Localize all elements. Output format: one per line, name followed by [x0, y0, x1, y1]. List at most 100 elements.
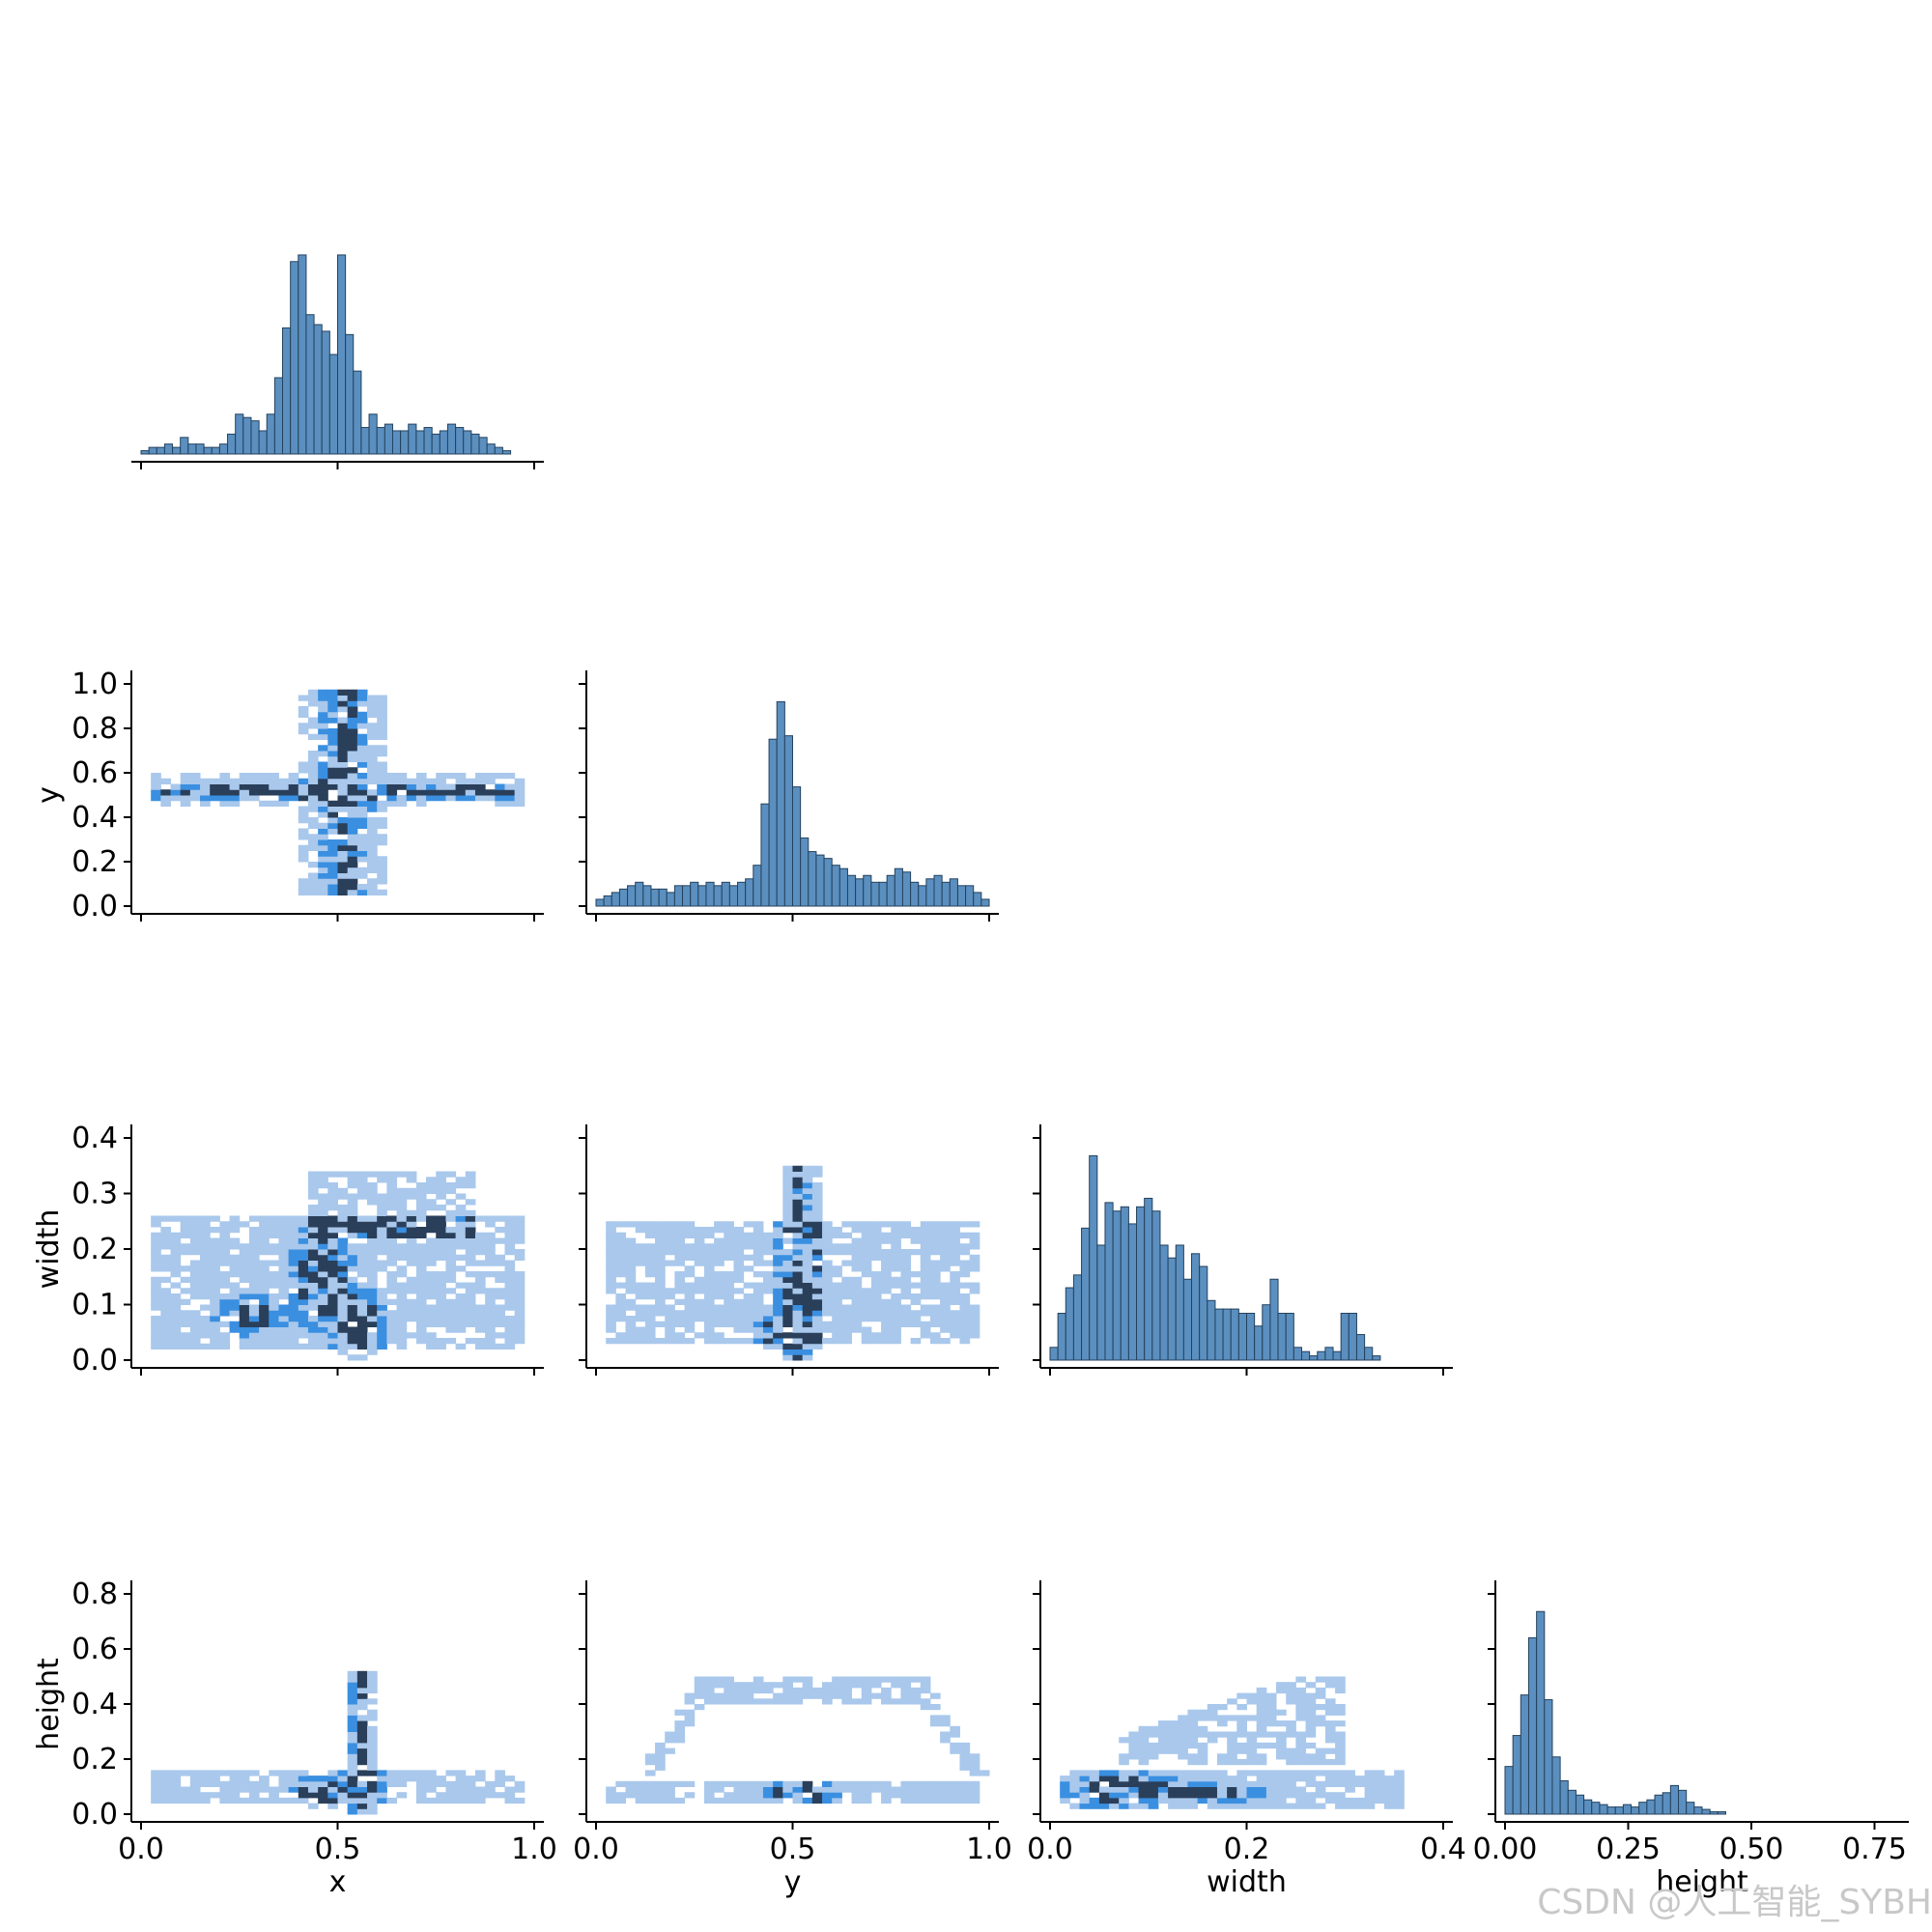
heatmap-cell [900, 1232, 912, 1238]
heatmap-cell [436, 789, 446, 796]
heatmap-cell [436, 1780, 446, 1787]
heatmap-cell [1286, 1747, 1296, 1754]
heatmap-cell [615, 1237, 627, 1244]
heatmap-cell [347, 1182, 358, 1189]
heatmap-cell [367, 1747, 378, 1754]
heatmap-cell [307, 1243, 319, 1250]
heatmap-cell [445, 1199, 457, 1206]
heatmap-cell [1324, 1731, 1336, 1738]
heatmap-cell [1286, 1803, 1296, 1809]
heatmap-cell [386, 1227, 398, 1234]
heatmap-cell [1197, 1731, 1208, 1738]
heatmap-cell [841, 1687, 853, 1694]
heatmap-cell [1394, 1797, 1405, 1804]
heatmap-cell [406, 1770, 417, 1776]
heatmap-cell [910, 1792, 922, 1799]
heatmap-cell [959, 1260, 971, 1266]
heatmap-cell [1374, 1792, 1385, 1799]
heatmap-cell [1335, 1682, 1346, 1689]
heatmap-cell [426, 1276, 437, 1283]
heatmap-cell [396, 1304, 408, 1311]
heatmap-cell [337, 1304, 349, 1311]
heatmap-cell [327, 1288, 338, 1294]
heatmap-cell [1335, 1742, 1346, 1749]
heatmap-cell [773, 1298, 783, 1305]
heatmap-cell [920, 1237, 931, 1244]
heatmap-cell [485, 795, 496, 802]
heatmap-cell [151, 1265, 161, 1272]
heatmap-cell [1276, 1747, 1287, 1754]
heatmap-cell [950, 1260, 960, 1266]
heatmap-cell [1148, 1770, 1159, 1776]
heatmap-cell [180, 1792, 191, 1799]
heatmap-cell [900, 1786, 912, 1793]
heatmap-cell [318, 844, 328, 851]
hist-bar [1717, 1811, 1726, 1815]
heatmap-cell [822, 1271, 833, 1278]
heatmap-cell [733, 1232, 745, 1238]
heatmap-cell [969, 1780, 980, 1787]
heatmap-cell [426, 1797, 437, 1804]
heatmap-cell [644, 1232, 656, 1238]
heatmap-cell [792, 1687, 804, 1694]
heatmap-cell [773, 1243, 783, 1250]
heatmap-cell [851, 1321, 863, 1327]
heatmap-cell [1276, 1682, 1287, 1689]
heatmap-cell [367, 1288, 378, 1294]
hist-bar [1309, 1355, 1319, 1361]
heatmap-cell [959, 1764, 971, 1771]
heatmap-cell [474, 1310, 486, 1317]
heatmap-cell [822, 1687, 833, 1694]
heatmap-cell [298, 767, 309, 774]
heatmap-cell [180, 800, 191, 807]
heatmap-cell [851, 1304, 863, 1311]
heatmap-cell [606, 1321, 616, 1327]
heatmap-cell [455, 1205, 467, 1211]
heatmap-cell [367, 1215, 378, 1222]
heatmap-cell [356, 745, 368, 752]
heatmap-cell [514, 1254, 526, 1261]
heatmap-cell [870, 1676, 882, 1683]
heatmap-cell [1138, 1803, 1150, 1809]
heatmap-cell [377, 1326, 387, 1333]
heatmap-cell [615, 1780, 627, 1787]
heatmap-cell [278, 1304, 290, 1311]
heatmap-cell [1138, 1759, 1150, 1766]
heatmap-cell [1305, 1704, 1317, 1711]
heatmap-cell [959, 1271, 971, 1278]
heatmap-cell [841, 1260, 853, 1266]
heatmap-cell [367, 1310, 378, 1317]
heatmap-cell [377, 817, 387, 824]
heatmap-cell [474, 773, 486, 780]
heatmap-cell [782, 1687, 793, 1694]
heatmap-cell [1157, 1747, 1169, 1754]
heatmap-cell [307, 1227, 319, 1234]
hist-bar [1631, 1806, 1640, 1815]
x-tick-label: 0.50 [1719, 1833, 1784, 1866]
heatmap-cell [337, 761, 349, 768]
heatmap-cell [1207, 1770, 1218, 1776]
heatmap-cell [694, 1332, 705, 1339]
heatmap-cell [891, 1792, 901, 1799]
heatmap-cell [1187, 1786, 1199, 1793]
heatmap-cell [259, 783, 270, 790]
heatmap-cell [160, 1237, 172, 1244]
heatmap-cell [1394, 1803, 1405, 1809]
heatmap-cell [474, 1776, 486, 1782]
heatmap-cell [307, 1187, 319, 1194]
heatmap-cell [377, 1780, 387, 1787]
heatmap-cell [337, 862, 349, 868]
heatmap-cell [485, 1780, 496, 1787]
heatmap-cell [684, 1232, 696, 1238]
heatmap-cell [1197, 1753, 1208, 1760]
heatmap-cell [792, 1316, 804, 1322]
heatmap-cell [160, 1310, 172, 1317]
heatmap-cell [950, 1243, 960, 1250]
heatmap-cell [259, 1221, 270, 1228]
heatmap-cell [841, 1780, 853, 1787]
heatmap-cell [881, 1265, 892, 1272]
heatmap-cell [881, 1271, 892, 1278]
heatmap-cell [625, 1237, 637, 1244]
hist-bar [218, 443, 229, 455]
heatmap-cell [327, 1182, 338, 1189]
